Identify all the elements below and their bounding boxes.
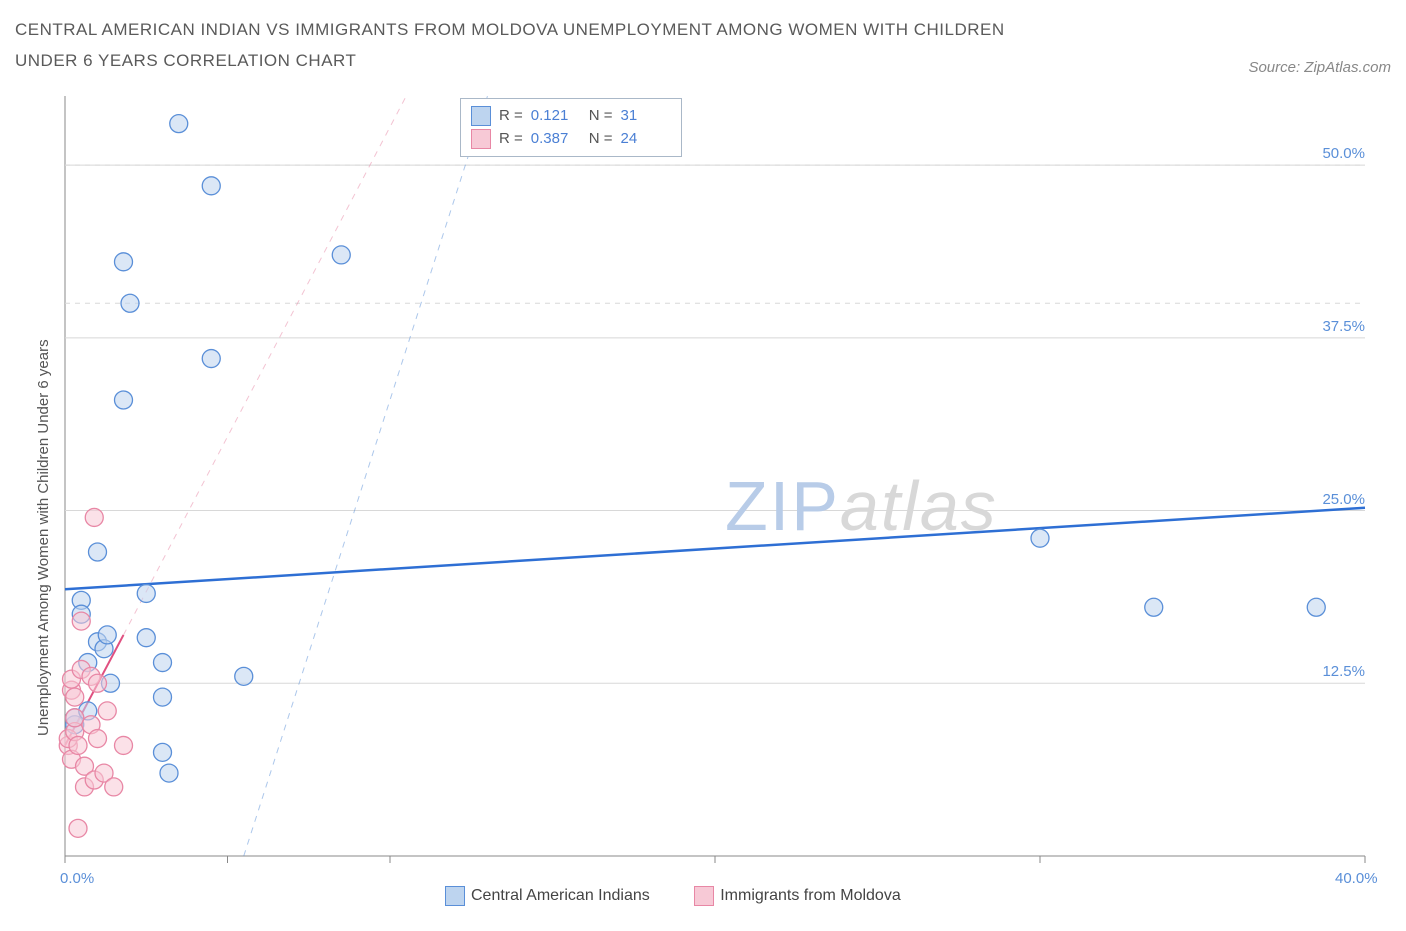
chart-header: CENTRAL AMERICAN INDIAN VS IMMIGRANTS FR… bbox=[15, 15, 1391, 76]
x-tick-label: 0.0% bbox=[60, 870, 94, 887]
legend-label-b: Immigrants from Moldova bbox=[720, 887, 901, 905]
legend-stats-box: R =0.121N =31R =0.387N =24 bbox=[460, 98, 682, 157]
y-tick-label: 25.0% bbox=[1315, 491, 1365, 508]
legend-stats-row: R =0.121N =31 bbox=[471, 105, 671, 128]
chart-title: CENTRAL AMERICAN INDIAN VS IMMIGRANTS FR… bbox=[15, 15, 1065, 76]
legend-item-b: Immigrants from Moldova bbox=[694, 886, 901, 906]
chart-container: Unemployment Among Women with Children U… bbox=[15, 86, 1391, 916]
legend-swatch-b bbox=[694, 886, 714, 906]
legend-swatch-a bbox=[445, 886, 465, 906]
x-tick-label: 40.0% bbox=[1335, 870, 1378, 887]
y-tick-label: 12.5% bbox=[1315, 663, 1365, 680]
chart-source: Source: ZipAtlas.com bbox=[1248, 59, 1391, 76]
legend-bottom: Central American Indians Immigrants from… bbox=[445, 886, 941, 911]
y-tick-label: 37.5% bbox=[1315, 318, 1365, 335]
scatter-chart bbox=[15, 86, 1391, 916]
y-tick-label: 50.0% bbox=[1315, 145, 1365, 162]
y-axis-title: Unemployment Among Women with Children U… bbox=[35, 340, 52, 737]
legend-item-a: Central American Indians bbox=[445, 886, 650, 906]
legend-label-a: Central American Indians bbox=[471, 887, 650, 905]
legend-stats-row: R =0.387N =24 bbox=[471, 128, 671, 151]
